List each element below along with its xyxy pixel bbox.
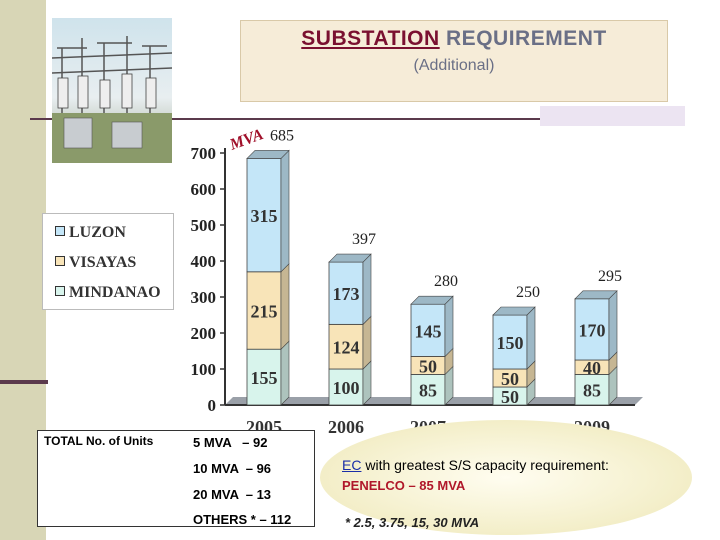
accent-block — [540, 106, 685, 126]
bar-side-mindanao-2005 — [280, 340, 290, 406]
bar-side-luzon-2007 — [444, 295, 454, 358]
y-tick-label: 700 — [191, 144, 217, 163]
units-label: TOTAL No. of Units — [44, 434, 154, 448]
legend-item-mindanao: MINDANAO — [55, 284, 161, 302]
callout-ellipse — [320, 420, 692, 535]
y-tick-label: 200 — [191, 324, 217, 343]
total-label-2008: 250 — [516, 284, 540, 301]
bar-top-2009 — [574, 290, 618, 300]
bar-side-luzon-2009 — [608, 290, 618, 361]
unit-line-others: OTHERS * – 112 — [193, 512, 292, 527]
header-divider — [30, 118, 570, 120]
chart-legend: LUZON VISAYAS MINDANAO — [42, 213, 174, 310]
bar-segment-luzon-2009 — [574, 298, 610, 361]
bar-top-2008 — [492, 306, 536, 316]
data-label-luzon-2005: 315 — [251, 206, 278, 226]
data-label-visayas-2007: 50 — [419, 356, 437, 376]
y-tick-label: 0 — [208, 396, 217, 415]
data-label-visayas-2006: 124 — [333, 338, 360, 358]
footnote: * 2.5, 3.75, 15, 30 MVA — [345, 515, 480, 530]
total-label-2009: 295 — [598, 268, 622, 285]
total-label-2006: 397 — [352, 231, 376, 248]
units-summary-box: TOTAL No. of Units — [37, 430, 315, 527]
y-tick-label: 100 — [191, 360, 217, 379]
legend-swatch-visayas — [55, 256, 65, 266]
x-tick-label-2006: 2006 — [328, 417, 364, 437]
y-tick-label: 500 — [191, 216, 217, 235]
legend-label-mindanao: MINDANAO — [69, 284, 161, 301]
y-axis-label: MVA — [227, 126, 266, 154]
unit-line-10mva: 10 MVA – 96 — [193, 461, 272, 476]
callout-highlight: PENELCO – 85 MVA — [342, 478, 466, 493]
bar-side-luzon-2006 — [362, 253, 372, 326]
data-label-luzon-2008: 150 — [497, 333, 524, 353]
bar-top-2007 — [410, 295, 454, 305]
y-tick-label: 600 — [191, 180, 217, 199]
total-label-2007: 280 — [434, 273, 458, 290]
bar-side-visayas-2006 — [362, 315, 372, 370]
bar-side-luzon-2005 — [280, 149, 290, 273]
sidebar-divider — [0, 380, 48, 384]
page-title: SUBSTATION REQUIREMENT — [241, 27, 667, 51]
bar-top-2005 — [246, 150, 290, 159]
bar-segment-luzon-2005 — [246, 158, 282, 273]
unit-line-20mva: 20 MVA – 13 — [193, 487, 272, 502]
title-word-substation: SUBSTATION — [301, 27, 440, 50]
legend-label-visayas: VISAYAS — [69, 254, 137, 271]
data-label-luzon-2007: 145 — [415, 321, 442, 341]
data-label-luzon-2009: 170 — [579, 320, 606, 340]
title-word-requirement: REQUIREMENT — [446, 27, 607, 50]
data-label-visayas-2009: 40 — [583, 358, 601, 378]
callout-body: with greatest S/S capacity requirement: — [361, 457, 609, 473]
legend-swatch-luzon — [55, 226, 65, 236]
total-label-2005: 685 — [270, 127, 294, 144]
data-label-luzon-2006: 173 — [333, 284, 360, 304]
bar-top-2006 — [328, 253, 372, 263]
bar-segment-luzon-2007 — [410, 303, 446, 357]
bar-side-visayas-2005 — [280, 263, 290, 350]
page-subtitle: (Additional) — [413, 57, 495, 74]
data-label-mindanao-2006: 100 — [333, 378, 360, 398]
y-tick-label: 400 — [191, 252, 217, 271]
data-label-mindanao-2008: 50 — [501, 387, 519, 407]
legend-item-luzon: LUZON — [55, 224, 126, 242]
data-label-mindanao-2005: 155 — [251, 368, 278, 388]
bar-side-luzon-2008 — [526, 306, 536, 370]
title-box: SUBSTATION REQUIREMENT (Additional) — [240, 20, 668, 102]
substation-photo — [52, 18, 172, 163]
bar-segment-visayas-2005 — [246, 271, 282, 350]
y-tick-label: 300 — [191, 288, 217, 307]
legend-label-luzon: LUZON — [69, 224, 126, 241]
data-label-visayas-2008: 50 — [501, 369, 519, 389]
data-label-mindanao-2009: 85 — [583, 381, 601, 401]
stacked-bar-chart: 0 100 200 300 400 500 600 700 MVA 155 215 315 685 200… — [191, 126, 643, 437]
unit-line-5mva: 5 MVA – 92 — [193, 435, 268, 450]
bar-segment-mindanao-2007 — [410, 373, 446, 406]
legend-item-visayas: VISAYAS — [55, 254, 136, 272]
legend-swatch-mindanao — [55, 286, 65, 296]
callout-ec: EC — [342, 457, 362, 473]
callout-text: EC with greatest S/S capacity requiremen… — [342, 457, 609, 473]
data-label-mindanao-2007: 85 — [419, 381, 437, 401]
data-label-visayas-2005: 215 — [251, 302, 278, 322]
